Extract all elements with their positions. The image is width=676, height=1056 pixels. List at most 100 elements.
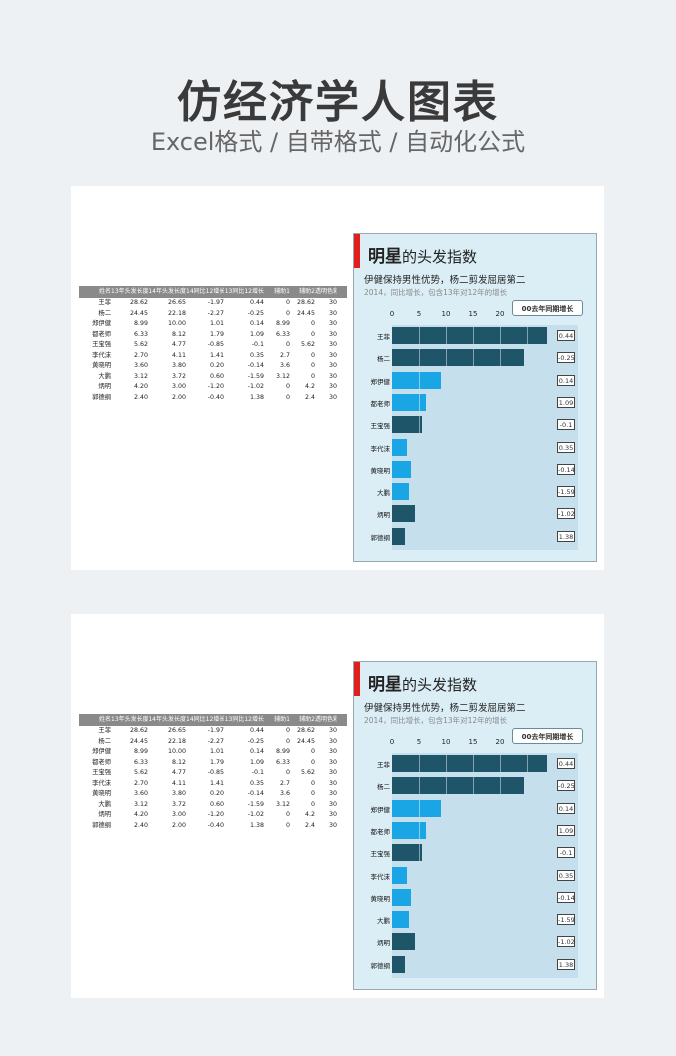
table-cell: 黄晓明 bbox=[92, 790, 111, 797]
table-cell: 28.62 bbox=[129, 299, 148, 306]
table-header-row: 姓名 13年头发长度 14年头发长度 14同比12增长 13同比12增长 辅助1 辅助2 透明… bbox=[79, 286, 347, 298]
table-cell: 0 bbox=[310, 351, 315, 359]
table-cell: 30 bbox=[328, 748, 337, 755]
table-cell: 30 bbox=[328, 800, 337, 808]
table-cell: 30 bbox=[328, 372, 337, 380]
table-cell: 2.00 bbox=[171, 821, 186, 829]
table-cell: 30 bbox=[328, 811, 337, 818]
table-cell: 30 bbox=[328, 351, 337, 359]
change-label: 0.35 bbox=[557, 441, 575, 453]
chart-title-main: 明星 bbox=[368, 675, 402, 695]
category-label: 郭德纲 bbox=[370, 533, 391, 542]
table-header-cell: 13同比12增长 bbox=[224, 288, 264, 295]
bar bbox=[392, 371, 441, 389]
table-cell: 8.99 bbox=[133, 748, 148, 755]
table-cell: -0.25 bbox=[247, 737, 264, 745]
x-axis: 0 5 10 15 20 bbox=[390, 310, 562, 320]
change-label: 0.44 bbox=[557, 758, 575, 769]
table-cell: 22.18 bbox=[167, 309, 186, 317]
table-cell: 0.20 bbox=[209, 790, 224, 797]
table-cell: 0 bbox=[285, 341, 290, 348]
table-cell: 0 bbox=[285, 821, 290, 829]
bar bbox=[392, 911, 409, 929]
table-cell: 3.12 bbox=[133, 800, 148, 808]
x-tick-label: 10 bbox=[441, 310, 451, 318]
change-label: 1.38 bbox=[557, 530, 575, 542]
table-cell: 4.77 bbox=[171, 769, 186, 776]
table-cell: 26.65 bbox=[167, 299, 186, 306]
table-header-cell: 13同比12增长 bbox=[224, 716, 264, 723]
x-tick-label: 20 bbox=[495, 738, 505, 746]
bar bbox=[392, 438, 407, 456]
table-row: 郑伊健 8.99 10.00 1.01 0.14 8.99 0 30 bbox=[79, 319, 347, 330]
chart-subtitle: 伊健保持男性优势，杨二剪发屈居第二 bbox=[364, 275, 526, 286]
table-header-cell: 辅助2 bbox=[299, 716, 315, 723]
table-cell: 3.6 bbox=[279, 362, 290, 369]
table-cell: 8.12 bbox=[171, 758, 186, 766]
table-cell: 1.01 bbox=[209, 320, 224, 327]
table-cell: 30 bbox=[328, 320, 337, 327]
table-cell: 30 bbox=[328, 737, 337, 745]
table-row: 都老师 6.33 8.12 1.79 1.09 6.33 0 30 bbox=[79, 758, 347, 769]
change-label: -0.14 bbox=[557, 891, 575, 903]
chart-note: 2014，同比增长，包含13年对12年的增长 bbox=[364, 288, 508, 297]
chart-note: 2014，同比增长，包含13年对12年的增长 bbox=[364, 716, 508, 725]
table-cell: -0.14 bbox=[247, 362, 264, 369]
table-cell: 0.20 bbox=[209, 362, 224, 369]
table-cell: 8.99 bbox=[275, 748, 290, 755]
table-header-cell: 13年头发长度 bbox=[111, 288, 148, 295]
table-row: 郭德纲 2.40 2.00 -0.40 1.38 0 2.4 30 bbox=[79, 393, 347, 404]
category-label: 李代沫 bbox=[370, 872, 391, 881]
table-cell: 8.99 bbox=[275, 320, 290, 327]
chart-title: 明星的头发指数 bbox=[368, 670, 477, 695]
change-label: 1.38 bbox=[557, 958, 575, 970]
table-header-cell: 14年头发长度 bbox=[148, 716, 186, 723]
table-cell: 大鹏 bbox=[98, 372, 111, 380]
table-cell: 5.62 bbox=[300, 769, 315, 776]
table-cell: 2.00 bbox=[171, 393, 186, 401]
table-cell: 0 bbox=[285, 383, 290, 390]
legend-box: 00去年同期增长 bbox=[512, 300, 583, 316]
bar bbox=[392, 460, 412, 478]
change-label: 0.14 bbox=[557, 802, 575, 814]
table-header-cell: 14年头发长度 bbox=[148, 288, 186, 295]
bar bbox=[392, 777, 525, 795]
change-label: -1.59 bbox=[557, 914, 575, 926]
table-cell: 0 bbox=[285, 393, 290, 401]
category-label: 王宝强 bbox=[370, 422, 391, 431]
table-cell: 4.11 bbox=[171, 351, 186, 359]
table-cell: 0.60 bbox=[209, 372, 224, 380]
category-label: 郭德纲 bbox=[370, 961, 391, 970]
table-row: 杨二 24.45 22.18 -2.27 -0.25 0 24.45 30 bbox=[79, 309, 347, 320]
table-cell: 郭德纲 bbox=[92, 821, 111, 829]
table-cell: -1.97 bbox=[207, 727, 224, 734]
table-cell: 王菲 bbox=[98, 727, 111, 734]
table-row: 黄晓明 3.60 3.80 0.20 -0.14 3.6 0 30 bbox=[79, 361, 347, 372]
table-cell: 0 bbox=[310, 748, 315, 755]
table-cell: 4.2 bbox=[304, 811, 315, 818]
change-label: 0.35 bbox=[557, 869, 575, 881]
table-cell: -0.40 bbox=[207, 821, 224, 829]
table-cell: 0 bbox=[310, 800, 315, 808]
table-cell: 0 bbox=[310, 790, 315, 797]
table-cell: 1.38 bbox=[249, 393, 264, 401]
table-cell: -0.85 bbox=[207, 341, 224, 348]
bar bbox=[392, 888, 412, 906]
table-cell: 30 bbox=[328, 779, 337, 787]
table-header-row: 姓名 13年头发长度 14年头发长度 14同比12增长 13同比12增长 辅助1 辅助2 透明… bbox=[79, 714, 347, 726]
change-label: -0.1 bbox=[557, 847, 575, 859]
bar bbox=[392, 799, 441, 817]
bar bbox=[392, 844, 423, 862]
table-cell: 都老师 bbox=[92, 330, 111, 338]
table-cell: 28.62 bbox=[296, 727, 315, 734]
table-cell: 28.62 bbox=[296, 299, 315, 306]
change-label: -1.59 bbox=[557, 486, 575, 498]
table-cell: 8.99 bbox=[133, 320, 148, 327]
category-label: 都老师 bbox=[370, 827, 391, 836]
table-cell: 2.40 bbox=[133, 821, 148, 829]
chart-title-rest: 的头发指数 bbox=[402, 676, 478, 694]
table-cell: 1.41 bbox=[209, 351, 224, 359]
table-cell: 0 bbox=[310, 362, 315, 369]
table-cell: 3.80 bbox=[171, 790, 186, 797]
table-cell: 黄晓明 bbox=[92, 362, 111, 369]
